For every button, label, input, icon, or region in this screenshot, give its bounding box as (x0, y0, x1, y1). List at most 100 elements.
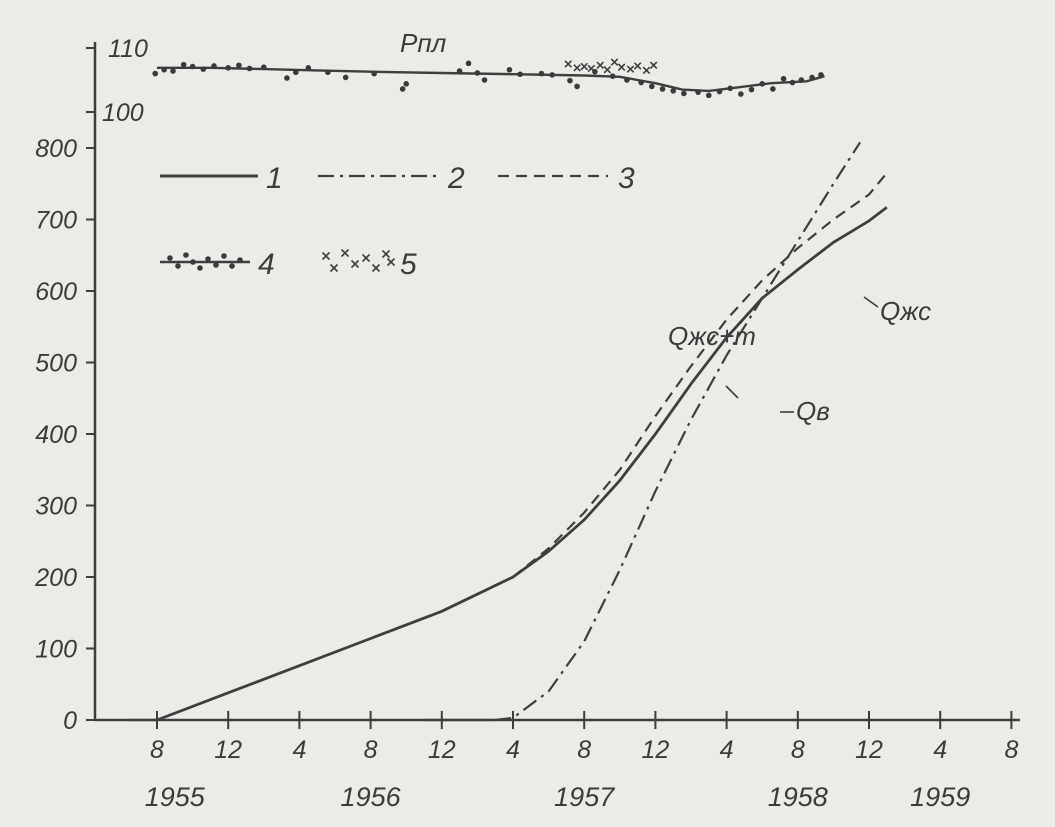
legend-cross (381, 249, 391, 259)
y-tick-label: 400 (35, 421, 77, 449)
legend-cross (350, 259, 360, 269)
pressure-point (305, 65, 312, 71)
pressure-point (284, 75, 290, 81)
legend-dot (167, 255, 173, 261)
axes (93, 42, 1020, 722)
pressure-point (670, 88, 676, 94)
series-layer (130, 141, 888, 722)
pressure-point (342, 74, 349, 81)
year-label: 1956 (341, 782, 402, 812)
y-tick-label: 300 (35, 493, 77, 521)
legend-dot (213, 262, 219, 268)
pressure-point (649, 83, 655, 90)
pressure-point (261, 64, 267, 70)
pressure-point (809, 74, 815, 81)
pressure-point (211, 63, 217, 69)
pressure-point (225, 65, 231, 71)
legend-dot (237, 257, 243, 263)
x-tick-label: 12 (214, 736, 242, 764)
pressure-cross (580, 62, 588, 71)
legend-label-1: 1 (266, 162, 283, 195)
legend-cross (329, 263, 339, 273)
legend-cross (361, 253, 371, 263)
pressure-point (727, 85, 733, 92)
y-tick-labels: 0 100 200 300 400 500 600 700 800 (34, 135, 77, 735)
pressure-point (716, 88, 723, 95)
pressure-point (399, 86, 406, 92)
pressure-panel (152, 58, 825, 99)
legend-dot (205, 256, 211, 262)
year-label: 1955 (145, 782, 206, 812)
pressure-point (567, 77, 573, 84)
pressure-cross (649, 61, 658, 70)
pressure-point (538, 70, 545, 77)
pressure-point (325, 69, 331, 76)
pressure-point (789, 79, 796, 86)
pressure-point (609, 73, 616, 79)
pressure-trend-line (157, 66, 825, 93)
pressure-cross (603, 65, 612, 74)
y-ticks (86, 147, 95, 721)
pressure-cross (626, 65, 635, 73)
leader-line (863, 296, 879, 308)
pressure-cross (617, 63, 626, 71)
x-tick-label: 8 (364, 736, 378, 764)
pressure-point (798, 77, 805, 83)
pressure-point (293, 69, 299, 76)
year-label: 1958 (768, 782, 828, 812)
legend-dot (183, 252, 189, 258)
pressure-point (574, 83, 580, 90)
pressure-point (818, 72, 824, 78)
pressure-point (770, 86, 776, 92)
x-tick-label: 4 (933, 736, 947, 764)
legend-dot (221, 253, 227, 259)
pressure-point (246, 65, 253, 72)
pressure-point (170, 68, 176, 74)
legend-label-3: 3 (618, 162, 635, 195)
legend-label-2: 2 (447, 162, 465, 195)
x-tick-label: 4 (292, 736, 306, 764)
x-tick-label: 8 (1004, 736, 1018, 764)
year-label: 1959 (910, 782, 970, 812)
pressure-point (780, 75, 787, 82)
x-tick-label: 12 (855, 736, 883, 764)
pressure-point (481, 77, 488, 83)
pressure-point (759, 81, 765, 87)
pressure-point (456, 68, 463, 74)
legend-dot (190, 259, 196, 265)
legend-dot (197, 265, 203, 271)
y-tick-label: 200 (34, 564, 77, 592)
pressure-label: Pпл (400, 28, 447, 58)
y-tick-label: 500 (35, 350, 77, 378)
pressure-cross (633, 62, 642, 70)
x-tick-label: 12 (641, 736, 669, 764)
x-tick-labels: 8 12 4 8 12 4 8 12 4 8 12 4 8 (150, 736, 1018, 764)
pressure-cross (564, 60, 572, 68)
pressure-point (695, 89, 701, 95)
series-line-solid (156, 206, 888, 722)
series-labels: Qжс Qжс+т Qв (668, 296, 931, 426)
y-tick-label: 700 (35, 207, 77, 235)
series-line-dashed (512, 172, 888, 578)
pressure-tick-label: 100 (102, 99, 144, 127)
pressure-point (506, 66, 513, 73)
pressure-cross (596, 61, 604, 70)
y-tick-label: 0 (63, 707, 77, 735)
x-tick-label: 4 (506, 736, 520, 764)
series-label-qv: Qв (796, 396, 830, 426)
pressure-cross (573, 64, 581, 72)
pressure-point (638, 79, 644, 86)
legend-dot (229, 263, 235, 269)
legend-cross (371, 263, 381, 273)
year-labels: 1955 1956 1957 1958 1959 (145, 782, 970, 812)
pressure-ticks (86, 47, 95, 113)
year-label: 1957 (554, 782, 615, 812)
pressure-tick-labels: 110 100 (102, 35, 148, 127)
y-tick-label: 800 (35, 135, 77, 163)
pressure-point (465, 60, 472, 67)
pressure-point (748, 86, 755, 93)
pressure-point (624, 77, 630, 83)
pressure-point (517, 71, 523, 78)
